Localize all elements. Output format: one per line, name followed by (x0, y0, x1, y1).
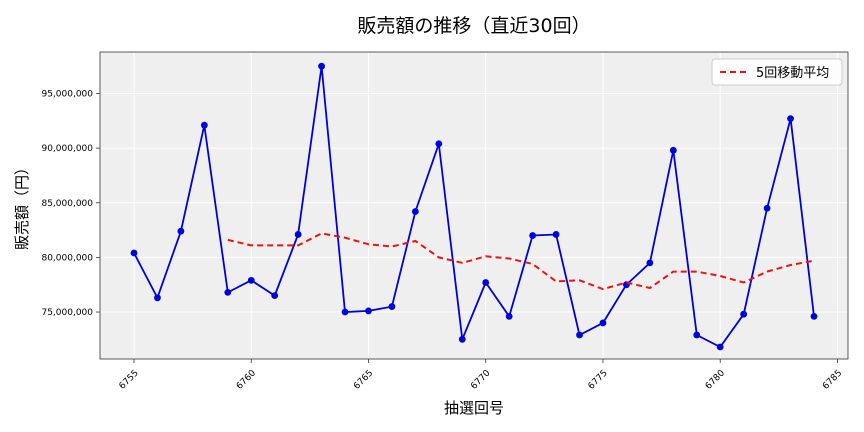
y-tick-label: 95,000,000 (41, 90, 93, 100)
sales-point (435, 140, 443, 148)
chart-title: 販売額の推移（直近30回） (357, 15, 590, 37)
sales-point (810, 312, 818, 320)
legend-label: 5回移動平均 (756, 66, 829, 81)
sales-point (646, 259, 654, 267)
sales-point (787, 115, 794, 123)
y-tick-label: 85,000,000 (41, 199, 93, 209)
sales-point (576, 331, 583, 339)
x-tick-label: 6780 (704, 368, 727, 391)
sales-point (154, 294, 161, 302)
x-tick-label: 6770 (469, 368, 492, 391)
sales-point (388, 303, 396, 310)
sales-point (599, 319, 607, 327)
x-tick-label: 6765 (352, 368, 375, 391)
sales-point (318, 62, 325, 70)
sales-line (133, 66, 815, 349)
sales-point (740, 310, 748, 318)
sales-point (200, 121, 208, 129)
sales-point (365, 307, 372, 315)
axes: 6755 6760 6765 6770 6775 6780 6785 75,000,000 80… (41, 51, 849, 392)
sales-point (411, 208, 419, 215)
sales-point (669, 146, 677, 154)
x-tick-label: 6785 (821, 368, 844, 391)
legend: 5回移動平均 (711, 58, 843, 86)
y-tick-label: 75,000,000 (41, 308, 93, 318)
y-tick-label: 80,000,000 (41, 253, 93, 263)
sales-point (763, 204, 771, 212)
sales-point (552, 231, 560, 238)
sales-point (693, 331, 701, 339)
x-tick-label: 6755 (118, 368, 141, 391)
moving-average-line (227, 232, 815, 291)
sales-point (505, 312, 513, 320)
sales-point (294, 231, 302, 238)
x-tick-label: 6760 (235, 368, 258, 391)
x-axis-label: 抽選回号 (444, 399, 504, 417)
sales-point (130, 249, 138, 257)
x-tick-label: 6775 (587, 368, 610, 391)
y-axis-label: 販売額（円） (13, 160, 31, 250)
sales-point (271, 292, 279, 300)
y-tick-label: 90,000,000 (41, 144, 93, 154)
sales-point (529, 232, 537, 239)
sales-point (341, 308, 349, 316)
sales-point (716, 343, 724, 351)
legend-box (711, 58, 843, 86)
plot-background (100, 52, 848, 359)
plot-frame (99, 51, 849, 360)
grid (100, 52, 848, 359)
sales-point (247, 276, 255, 284)
sales-point (224, 288, 232, 296)
series (130, 62, 818, 351)
sales-point (177, 227, 185, 235)
sales-point (458, 335, 466, 343)
sales-point (482, 279, 490, 286)
